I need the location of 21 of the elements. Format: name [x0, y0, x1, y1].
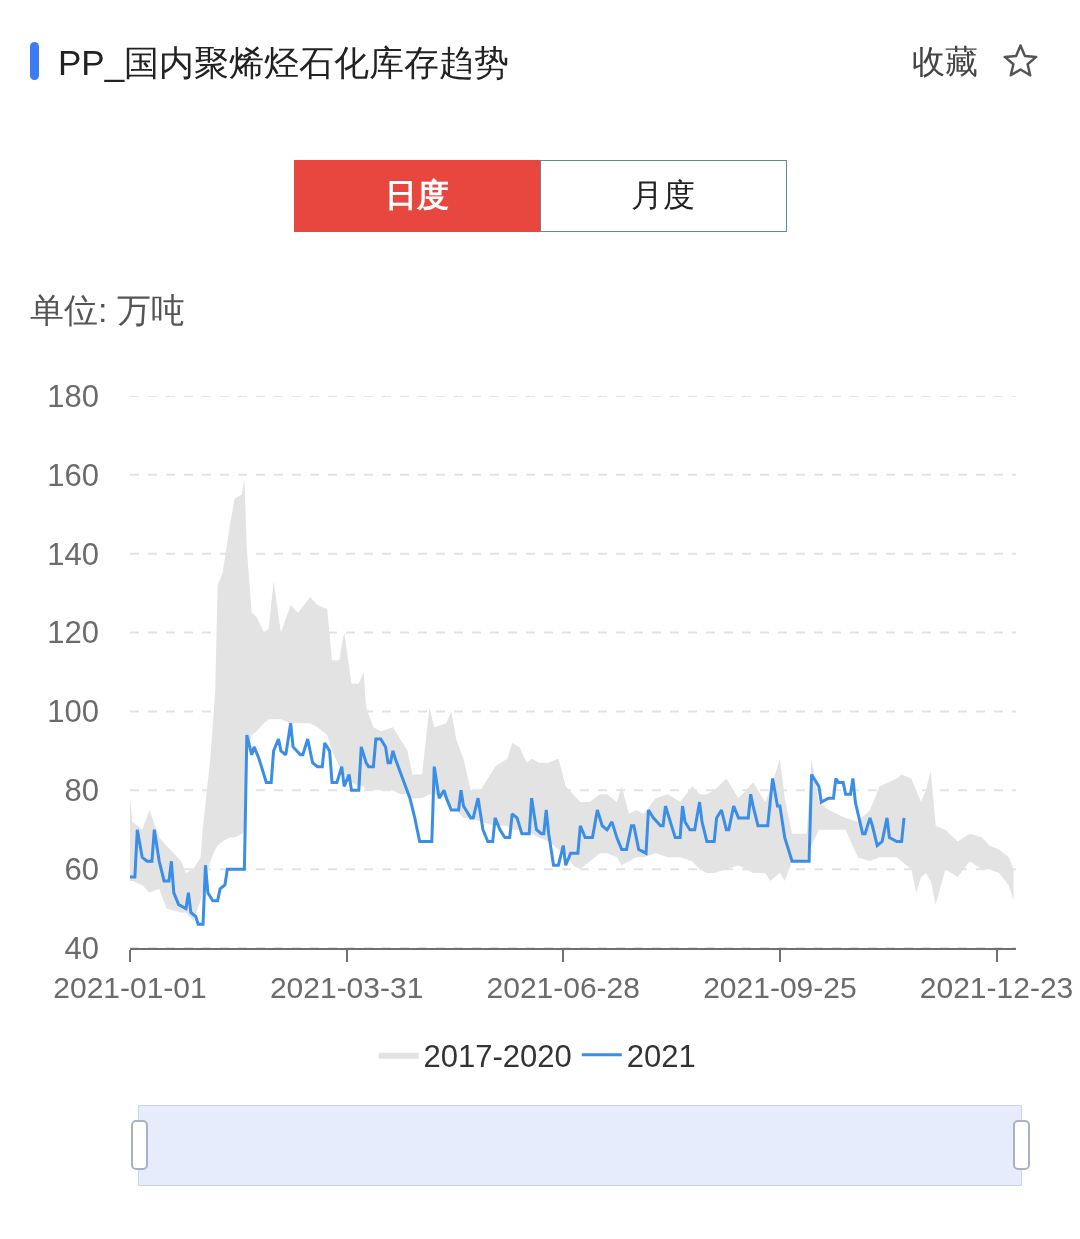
x-tick-label: 2021-01-01 [53, 971, 207, 1004]
y-tick-label: 100 [47, 694, 99, 730]
x-tick-label: 2021-09-25 [703, 971, 857, 1004]
y-tick-label: 40 [64, 930, 99, 966]
y-tick-label: 160 [47, 457, 99, 493]
x-tick-label: 2021-06-28 [486, 971, 640, 1004]
legend-label: 2017-2020 [423, 1038, 572, 1074]
y-tick-label: 80 [64, 773, 99, 809]
x-tick-label: 2021-12-23 [919, 971, 1074, 1004]
chart-title: PP_国内聚烯烃石化库存趋势 [58, 42, 510, 84]
y-tick-label: 60 [64, 851, 99, 887]
legend-label: 2021 [626, 1038, 696, 1074]
text: 收藏 [912, 42, 978, 82]
selected-tab-button: 日度 [294, 160, 540, 232]
y-tick-label: 140 [47, 536, 99, 572]
x-tick-label: 2021-03-31 [269, 971, 424, 1004]
tab-button: 月度 [539, 160, 787, 232]
line-series [130, 721, 906, 926]
y-axis-title: 单位: 万吨 [30, 290, 185, 331]
y-tick-label: 180 [47, 378, 99, 414]
y-tick-label: 120 [47, 615, 99, 651]
